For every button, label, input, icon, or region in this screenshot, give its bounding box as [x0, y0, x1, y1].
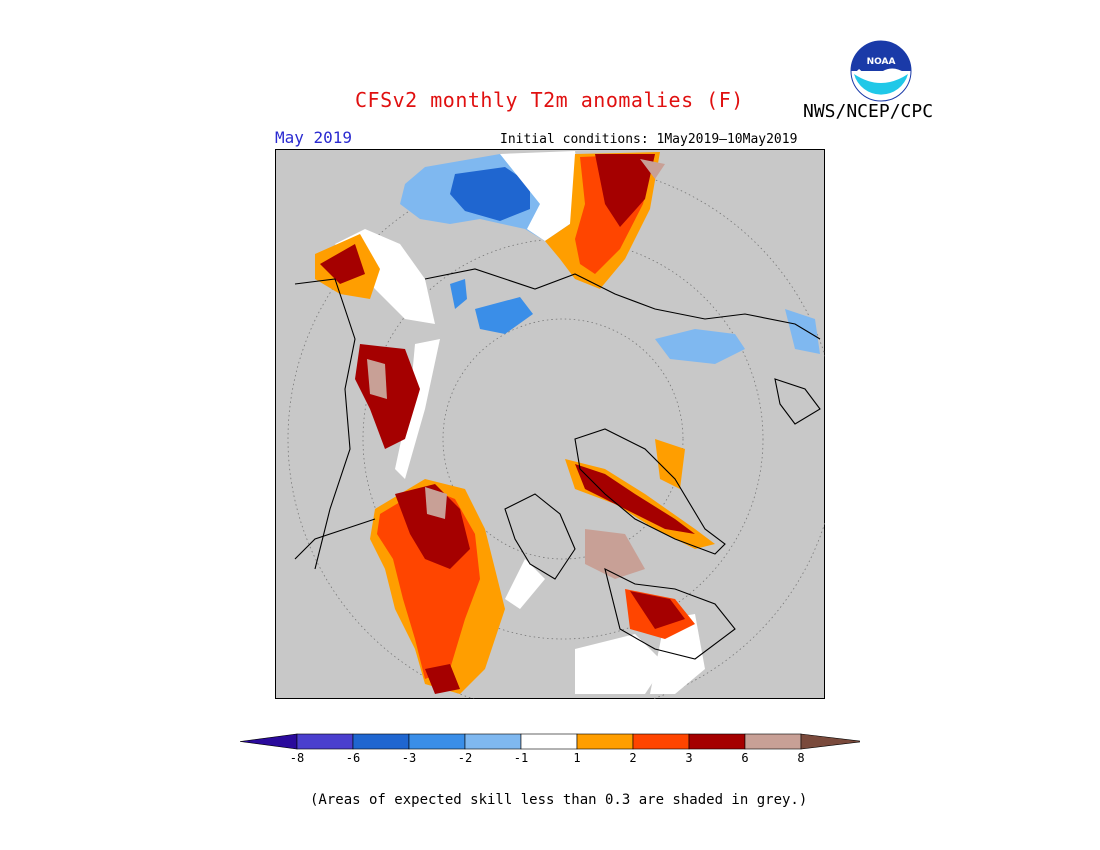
colorbar-swatch [800, 733, 860, 750]
colorbar-swatch [464, 733, 522, 750]
colorbar-tick-label: 6 [741, 751, 748, 765]
chart-title: CFSv2 monthly T2m anomalies (F) [355, 88, 744, 112]
noaa-logo-icon: NOAA [850, 40, 912, 102]
colorbar-swatch [240, 733, 298, 750]
colorbar-swatch [296, 733, 354, 750]
colorbar-tick-label: -1 [514, 751, 528, 765]
warm-anomaly-regions [315, 234, 505, 694]
graticule [287, 163, 825, 699]
colorbar-tick-label: 3 [685, 751, 692, 765]
warm-anomaly-canada [565, 439, 715, 639]
initial-conditions: Initial conditions: 1May2019–10May2019 [500, 132, 798, 147]
colorbar-swatch [408, 733, 466, 750]
colorbar: -8 -6 -3 -2 -1 1 2 3 6 8 [240, 733, 860, 765]
cold-anomaly-regions [400, 154, 820, 364]
coastlines [294, 268, 821, 660]
colorbar-swatch [688, 733, 746, 750]
colorbar-swatches [240, 733, 860, 750]
forecast-period: May 2019 [275, 128, 353, 147]
colorbar-swatch [632, 733, 690, 750]
colorbar-tick-label: -3 [402, 751, 416, 765]
anomaly-map [275, 149, 825, 699]
colorbar-tick-label: -2 [458, 751, 472, 765]
noaa-logo-text: NOAA [867, 57, 896, 67]
colorbar-tick-label: 1 [573, 751, 580, 765]
warm-anomaly-europe [545, 152, 665, 289]
colorbar-tick-label: -8 [290, 751, 304, 765]
colorbar-swatch [520, 733, 578, 750]
colorbar-swatch [744, 733, 802, 750]
colorbar-labels: -8 -6 -3 -2 -1 1 2 3 6 8 [290, 751, 805, 765]
colorbar-swatch [576, 733, 634, 750]
agency-label: NWS/NCEP/CPC [803, 101, 934, 122]
colorbar-tick-label: 8 [797, 751, 804, 765]
colorbar-swatch [352, 733, 410, 750]
colorbar-tick-label: -6 [346, 751, 360, 765]
skill-note: (Areas of expected skill less than 0.3 a… [310, 792, 808, 808]
colorbar-tick-label: 2 [629, 751, 636, 765]
